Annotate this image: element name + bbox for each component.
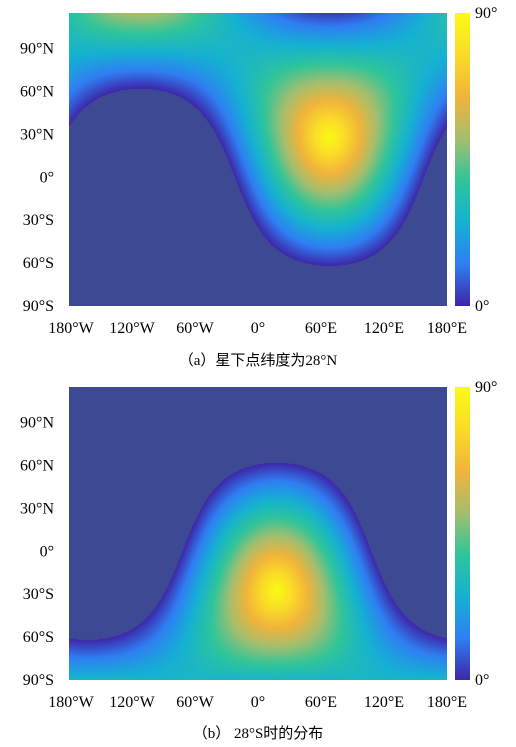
y-tick-label: 60°N <box>20 458 54 475</box>
x-tick-label: 120°E <box>364 320 404 337</box>
x-tick-label: 0° <box>251 694 265 711</box>
x-tick-label: 180°W <box>48 694 94 711</box>
y-tick-label: 60°S <box>23 629 54 646</box>
x-tick-label: 60°E <box>305 694 337 711</box>
caption-b: （b） 28°S时的分布 <box>192 726 324 742</box>
colorbar-max-label: 90° <box>475 5 497 22</box>
chart-panel-a: 90° 0° 90°N 60°N 30°N 0° 30°S 60°S 90°S 180°W 120°… <box>0 0 516 372</box>
y-tick-label: 30°N <box>20 500 54 517</box>
y-tick-label: 0° <box>40 543 54 560</box>
y-tick-label: 90°S <box>23 672 54 689</box>
chart-b: 90° 0° 90°N 60°N 30°N 0° 30°S 60°S 90°S 180°W 120°… <box>20 379 497 711</box>
x-tick-label: 120°E <box>364 694 404 711</box>
chart-panel-b: 90° 0° 90°N 60°N 30°N 0° 30°S 60°S 90°S 180°W 120°… <box>0 374 516 747</box>
x-tick-label: 180°E <box>427 694 467 711</box>
x-tick-label: 120°W <box>109 694 155 711</box>
y-tick-label: 90°N <box>20 415 54 432</box>
heatmap-image <box>69 387 447 680</box>
x-tick-label: 180°W <box>48 320 94 337</box>
colorbar <box>455 13 470 306</box>
colorbar-min-label: 0° <box>475 672 489 689</box>
x-tick-label: 60°W <box>176 694 214 711</box>
x-tick-label: 0° <box>251 320 265 337</box>
caption-a: （a）星下点纬度为28°N <box>178 353 338 369</box>
colorbar <box>455 387 470 680</box>
y-tick-label: 30°S <box>23 586 54 603</box>
y-tick-label: 60°N <box>20 84 54 101</box>
x-tick-label: 60°W <box>176 320 214 337</box>
x-tick-label: 180°E <box>427 320 467 337</box>
y-tick-label: 60°S <box>23 255 54 272</box>
x-tick-label: 60°E <box>305 320 337 337</box>
colorbar-max-label: 90° <box>475 379 497 396</box>
y-tick-label: 30°N <box>20 126 54 143</box>
y-tick-label: 90°S <box>23 298 54 315</box>
y-tick-label: 30°S <box>23 212 54 229</box>
heatmap-image <box>69 13 447 306</box>
x-tick-label: 120°W <box>109 320 155 337</box>
chart-a: 90° 0° 90°N 60°N 30°N 0° 30°S 60°S 90°S 180°W 120°… <box>20 5 497 337</box>
colorbar-min-label: 0° <box>475 298 489 315</box>
y-tick-label: 90°N <box>20 41 54 58</box>
y-tick-label: 0° <box>40 169 54 186</box>
